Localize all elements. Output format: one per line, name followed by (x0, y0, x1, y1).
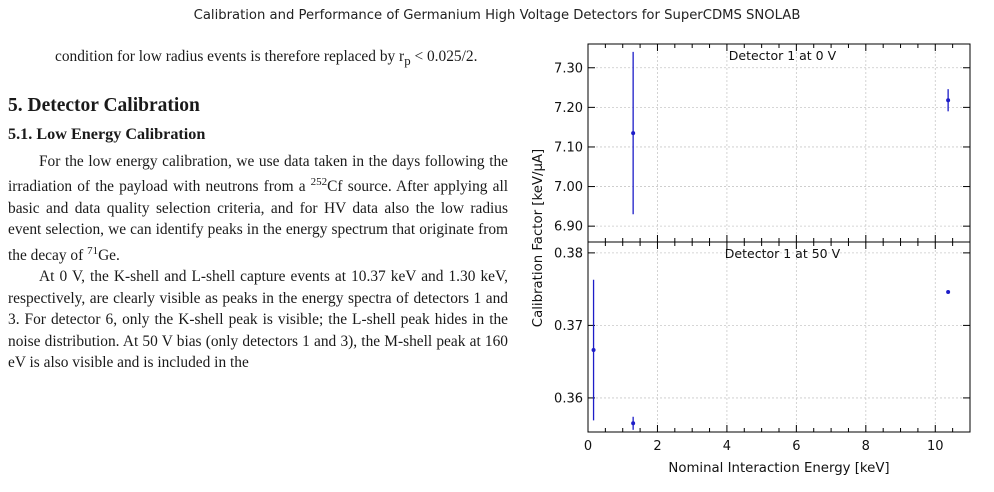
data-point (591, 348, 596, 353)
y-tick-label: 7.00 (554, 180, 583, 195)
calibration-figure: 6.90 7.00 7.10 7.20 7.30 Detector 1 at 0 V 0.3… (518, 34, 994, 492)
x-tick-label: 2 (653, 439, 661, 454)
p1-text-a: For the low energy calibration, we use d… (8, 152, 508, 196)
p1-text-b: Cf source. After applying all basic and … (8, 178, 508, 264)
continuation-pre: by r (379, 48, 405, 65)
x-tick-label: 8 (862, 439, 870, 454)
x-tick-label: 4 (723, 439, 731, 454)
superscript-252: 252 (310, 176, 328, 189)
y-tick-label: 0.37 (554, 319, 583, 334)
paragraph-continuation: condition for low radius events is there… (8, 46, 493, 73)
section-heading: 5. Detector Calibration (8, 94, 200, 116)
y-axis-title: Calibration Factor [keV/μA] (531, 149, 546, 327)
y-tick-label: 7.20 (554, 101, 583, 116)
subsection-heading: 5.1. Low Energy Calibration (8, 124, 206, 143)
subscript-p: p (404, 54, 411, 69)
y-tick-label: 0.36 (554, 391, 583, 406)
y-tick-label: 6.90 (554, 220, 583, 235)
y-tick-label: 7.30 (554, 61, 583, 76)
p1-text-c: Ge. (98, 246, 120, 264)
x-tick-label: 10 (927, 439, 944, 454)
paragraph-1: For the low energy calibration, we use d… (8, 151, 508, 267)
data-point (946, 98, 951, 103)
y-tick-label: 0.38 (554, 246, 583, 261)
data-point (631, 131, 636, 136)
text-column: condition for low radius events is there… (8, 46, 508, 374)
continuation-post: < 0.025/2. (410, 48, 478, 65)
paragraph-2: At 0 V, the K-shell and L-shell capture … (8, 268, 508, 372)
running-header: Calibration and Performance of Germanium… (193, 8, 801, 23)
data-point (946, 290, 951, 295)
superscript-71: 71 (87, 244, 99, 257)
panel-frame (587, 241, 971, 433)
x-tick-label: 6 (792, 439, 800, 454)
calibration-chart: 6.90 7.00 7.10 7.20 7.30 Detector 1 at 0 V 0.3… (531, 43, 971, 476)
panel-frame (587, 43, 971, 243)
continuation-line: condition for low radius events is there… (55, 48, 376, 65)
x-axis-title: Nominal Interaction Energy [keV] (668, 461, 889, 476)
panel-label: Detector 1 at 0 V (729, 48, 837, 63)
x-tick-label: 0 (584, 439, 592, 454)
y-tick-label: 7.10 (554, 140, 583, 155)
panel-label: Detector 1 at 50 V (725, 246, 841, 261)
data-point (631, 421, 636, 426)
